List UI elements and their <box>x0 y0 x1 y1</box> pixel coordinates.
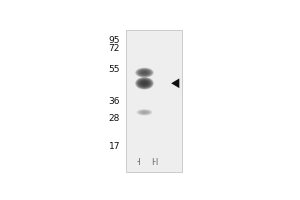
Ellipse shape <box>139 80 150 87</box>
Bar <box>126 30 182 172</box>
Ellipse shape <box>135 68 154 78</box>
Ellipse shape <box>137 79 152 88</box>
Text: 72: 72 <box>109 44 120 53</box>
Ellipse shape <box>138 69 151 76</box>
Ellipse shape <box>140 70 149 75</box>
Text: -|: -| <box>136 158 141 165</box>
Polygon shape <box>171 78 179 88</box>
Ellipse shape <box>140 70 148 75</box>
Ellipse shape <box>136 68 153 77</box>
Text: 36: 36 <box>109 97 120 106</box>
Ellipse shape <box>139 70 150 76</box>
Ellipse shape <box>135 77 154 89</box>
Text: 17: 17 <box>109 142 120 151</box>
Text: 55: 55 <box>109 65 120 74</box>
Ellipse shape <box>140 81 148 86</box>
Ellipse shape <box>141 81 148 86</box>
Ellipse shape <box>136 78 153 89</box>
Ellipse shape <box>140 80 149 87</box>
Text: |-|: |-| <box>151 158 158 165</box>
Text: 28: 28 <box>109 114 120 123</box>
Ellipse shape <box>141 71 148 74</box>
Ellipse shape <box>137 109 152 115</box>
Text: 95: 95 <box>109 36 120 45</box>
Ellipse shape <box>136 109 153 116</box>
Ellipse shape <box>136 68 152 77</box>
Ellipse shape <box>142 82 147 85</box>
Ellipse shape <box>137 69 152 76</box>
Ellipse shape <box>136 78 152 88</box>
Ellipse shape <box>138 79 151 88</box>
